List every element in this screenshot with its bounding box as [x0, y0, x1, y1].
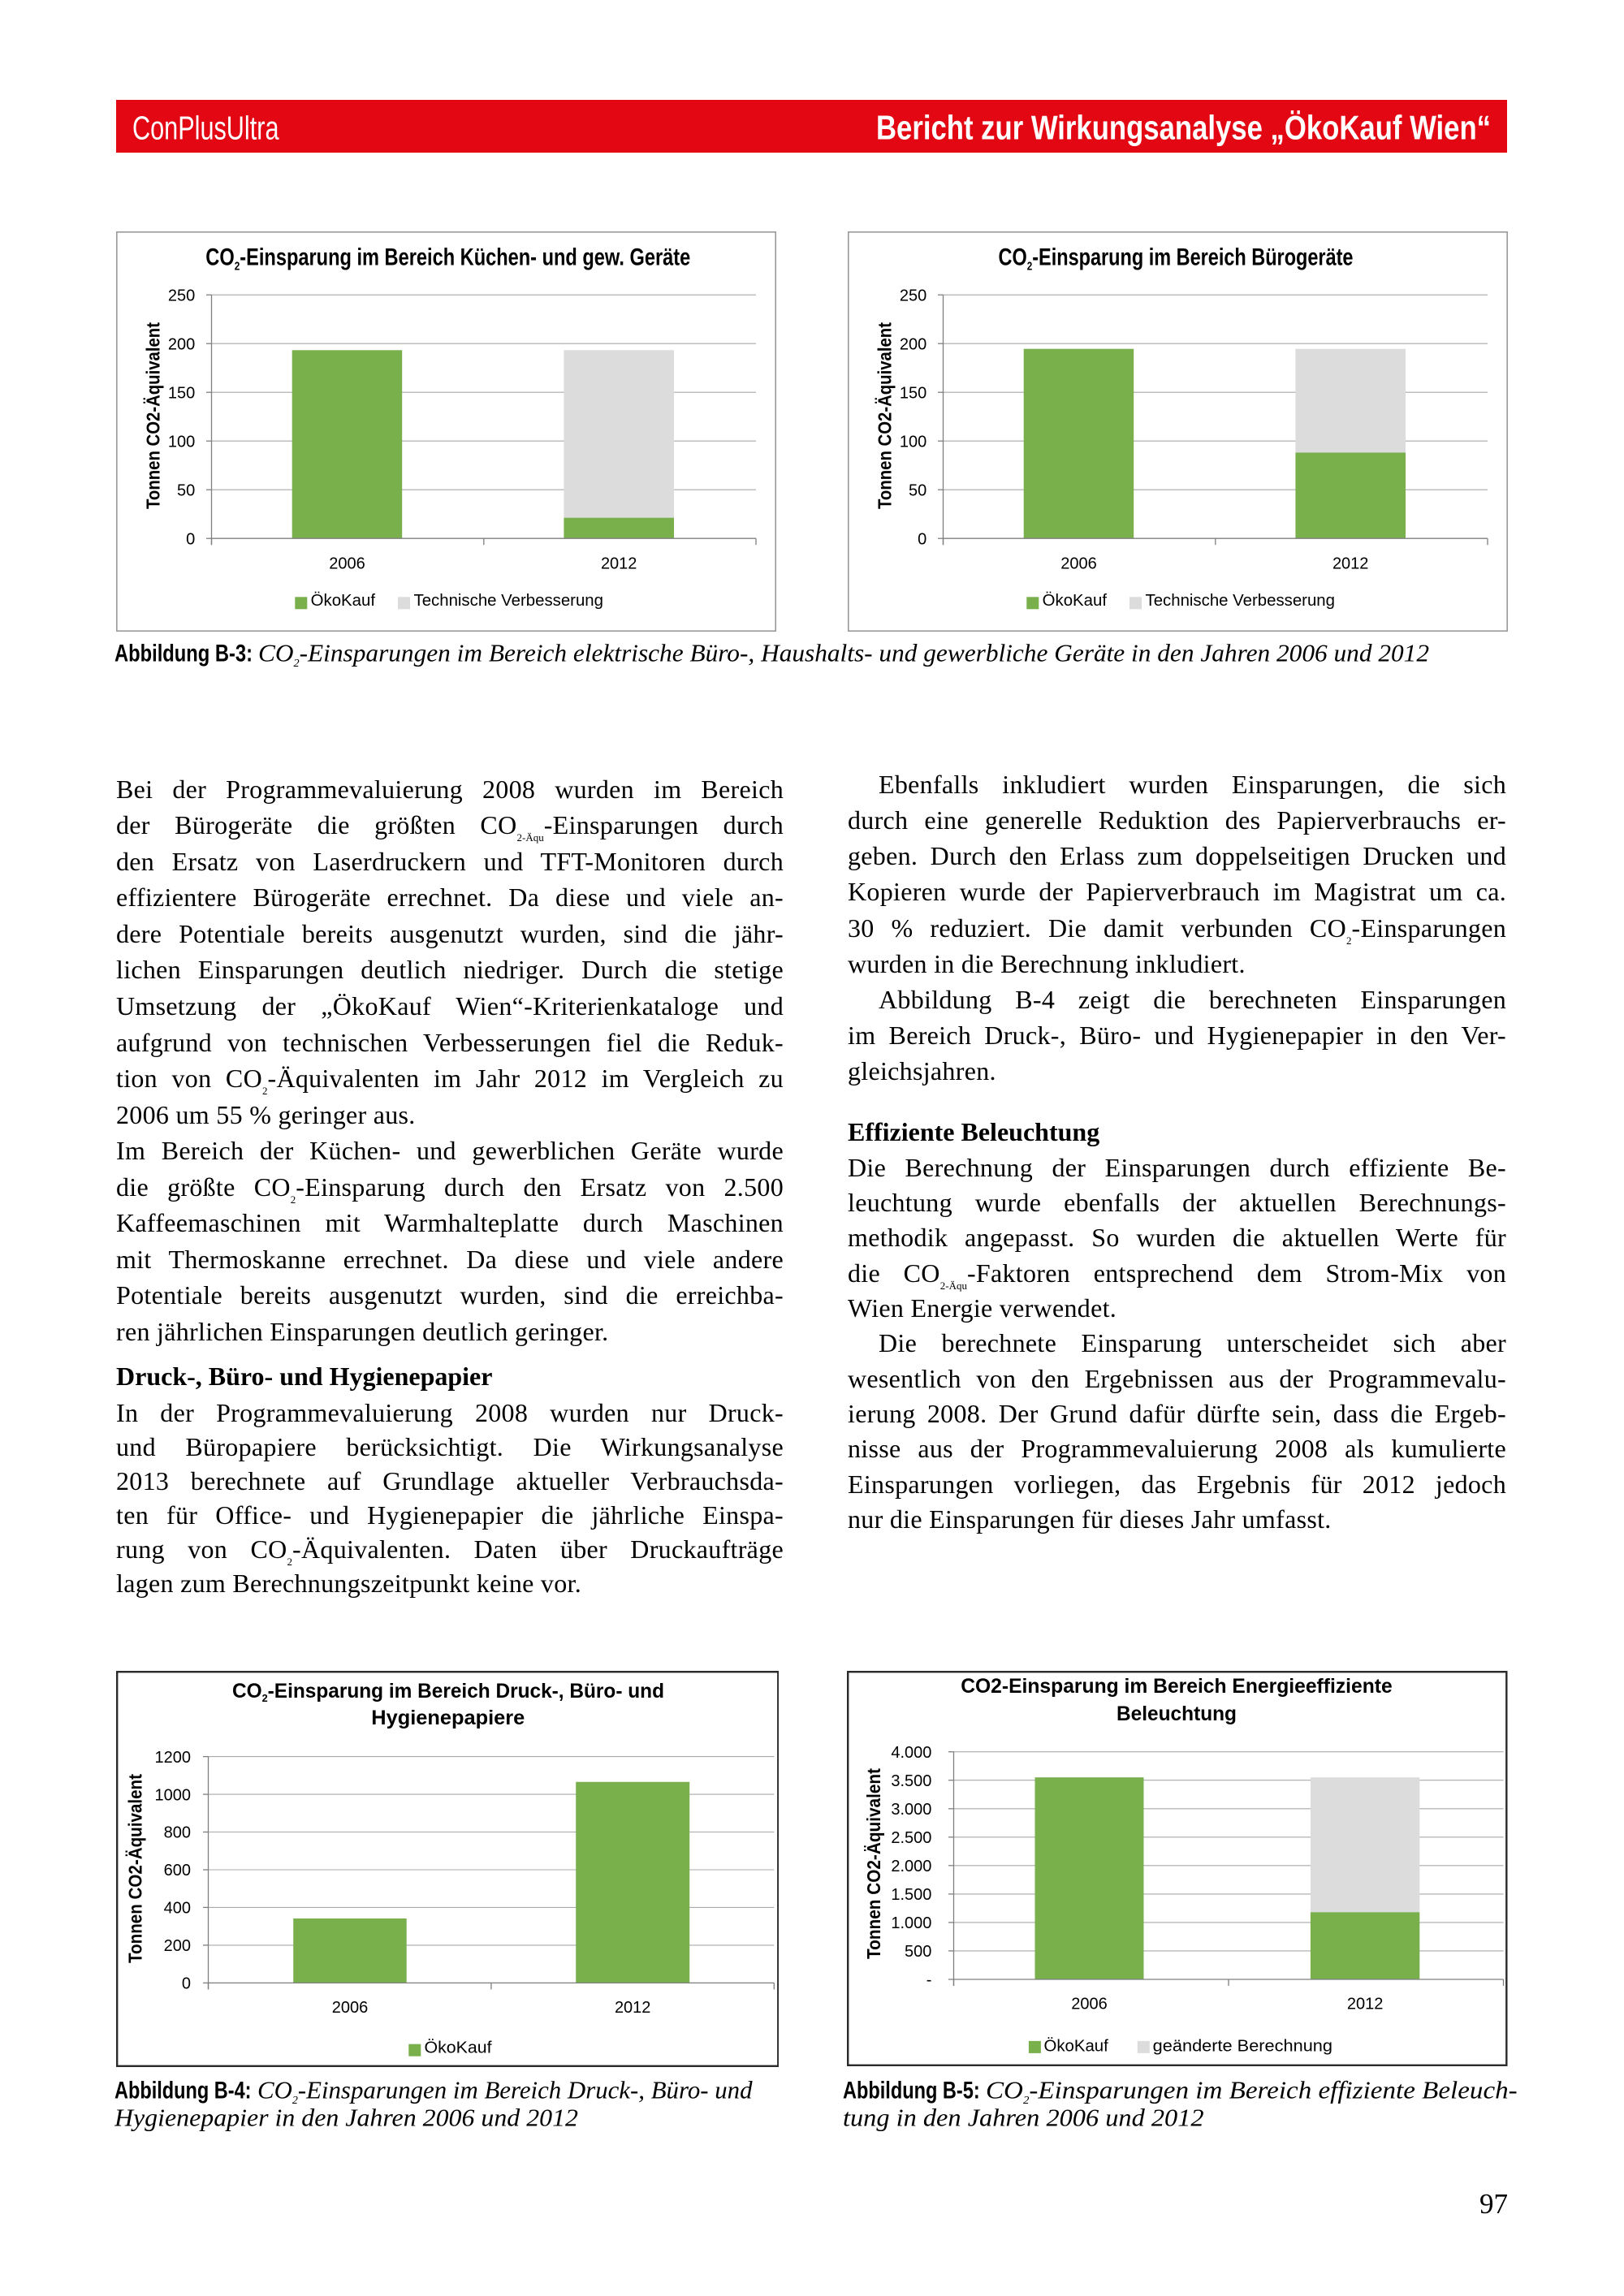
svg-text:100: 100 — [900, 433, 926, 451]
svg-text:Hygienepapier in den Jahren 20: Hygienepapier in den Jahren 2006 und 201… — [114, 2104, 578, 2132]
svg-text:1200: 1200 — [154, 1749, 191, 1767]
svg-text:tung in den Jahren 2006 und 20: tung in den Jahren 2006 und 2012 — [843, 2104, 1204, 2132]
svg-text:geänderte Berechnung: geänderte Berechnung — [1152, 2038, 1332, 2056]
svg-text:Tonnen CO2-Äquivalent: Tonnen CO2-Äquivalent — [142, 322, 163, 509]
svg-text:200: 200 — [163, 1937, 190, 1955]
svg-text:2006: 2006 — [331, 1999, 368, 2017]
svg-text:CO2-Einsparung im Bereich Büro: CO2-Einsparung im Bereich Bürogeräte — [999, 244, 1354, 274]
svg-text:CO2-Einsparungen im Bereich el: CO2-Einsparungen im Bereich elektrische … — [258, 639, 1429, 671]
svg-text:1.500: 1.500 — [891, 1886, 931, 1904]
svg-text:150: 150 — [168, 384, 195, 402]
svg-text:200: 200 — [168, 335, 195, 353]
svg-text:ÖkoKauf: ÖkoKauf — [424, 2039, 491, 2057]
svg-text:CO2-Einsparungen im Bereich ef: CO 2-Einsparungen im Bereich effiziente B… — [986, 2076, 1518, 2108]
svg-text:Abbildung B-4:: Abbildung B-4: — [114, 2078, 252, 2104]
svg-text:2.500: 2.500 — [891, 1829, 931, 1847]
svg-text:ConPlusUltra: ConPlusUltra — [132, 110, 279, 147]
svg-text:ÖkoKauf: ÖkoKauf — [1043, 2038, 1108, 2056]
svg-text:250: 250 — [168, 287, 195, 304]
svg-text:2006: 2006 — [1060, 555, 1097, 573]
svg-text:400: 400 — [163, 1900, 190, 1918]
svg-text:0: 0 — [186, 530, 195, 548]
svg-text:Tonnen CO2-Äquivalent: Tonnen CO2-Äquivalent — [874, 322, 895, 509]
svg-text:CO2-Einsparung im Bereich Ener: CO2-Einsparung im Bereich Energieeffizie… — [961, 1675, 1393, 1698]
svg-text:Beleuchtung: Beleuchtung — [1116, 1703, 1237, 1725]
svg-text:4.000: 4.000 — [891, 1744, 931, 1762]
svg-text:2012: 2012 — [614, 1999, 650, 2017]
svg-text:2012: 2012 — [601, 555, 637, 573]
svg-text:ÖkoKauf: ÖkoKauf — [311, 592, 376, 610]
svg-text:1.000: 1.000 — [891, 1914, 931, 1932]
svg-text:2012: 2012 — [1332, 555, 1369, 573]
svg-text:600: 600 — [163, 1862, 190, 1880]
svg-text:3.500: 3.500 — [891, 1772, 931, 1790]
svg-text:100: 100 — [168, 433, 195, 451]
svg-text:50: 50 — [177, 481, 195, 499]
svg-text:3.000: 3.000 — [891, 1801, 931, 1819]
svg-text:50: 50 — [909, 481, 926, 499]
svg-text:Technische Verbesserung: Technische Verbesserung — [414, 592, 604, 610]
svg-text:0: 0 — [918, 530, 926, 548]
svg-text:Hygienepapiere: Hygienepapiere — [371, 1707, 525, 1729]
svg-text:Tonnen CO2-Äquivalent: Tonnen CO2-Äquivalent — [124, 1774, 145, 1963]
svg-text:Tonnen CO2-Äquivalent: Tonnen CO2-Äquivalent — [862, 1768, 883, 1959]
svg-text:150: 150 — [900, 384, 926, 402]
svg-text:Bericht zur Wirkungsanalyse „Ö: Bericht zur Wirkungsanalyse „ÖkoKauf Wie… — [876, 109, 1491, 147]
svg-text:0: 0 — [181, 1975, 190, 1993]
svg-text:CO2-Einsparungen im Bereich Dr: CO2-Einsparungen im Bereich Druck-, Büro… — [257, 2076, 753, 2108]
svg-text:CO2-Einsparung im Bereich Druc: CO2-Einsparung im Bereich Druck-, Büro- … — [232, 1680, 664, 1704]
svg-text:ÖkoKauf: ÖkoKauf — [1043, 592, 1108, 610]
svg-text:2.000: 2.000 — [891, 1858, 931, 1875]
svg-text:CO2-Einsparung im Bereich Küch: CO2-Einsparung im Bereich Küchen- und ge… — [205, 244, 690, 274]
svg-text:Abbildung B-3:: Abbildung B-3: — [114, 641, 253, 667]
svg-text:200: 200 — [900, 335, 926, 353]
svg-text:2012: 2012 — [1346, 1995, 1383, 2013]
svg-text:250: 250 — [900, 287, 926, 304]
svg-text:-: - — [926, 1971, 931, 1989]
svg-text:Abbildung B-5:: Abbildung B-5: — [843, 2078, 980, 2104]
svg-text:1000: 1000 — [154, 1786, 191, 1804]
svg-text:2006: 2006 — [1071, 1995, 1108, 2013]
svg-text:500: 500 — [905, 1943, 931, 1961]
svg-text:Technische Verbesserung: Technische Verbesserung — [1146, 592, 1336, 610]
svg-text:800: 800 — [163, 1824, 190, 1842]
svg-text:2006: 2006 — [329, 555, 365, 573]
